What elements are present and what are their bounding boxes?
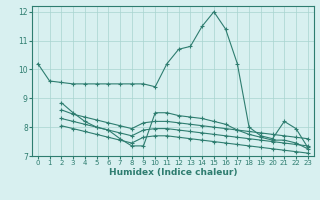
X-axis label: Humidex (Indice chaleur): Humidex (Indice chaleur) xyxy=(108,168,237,177)
